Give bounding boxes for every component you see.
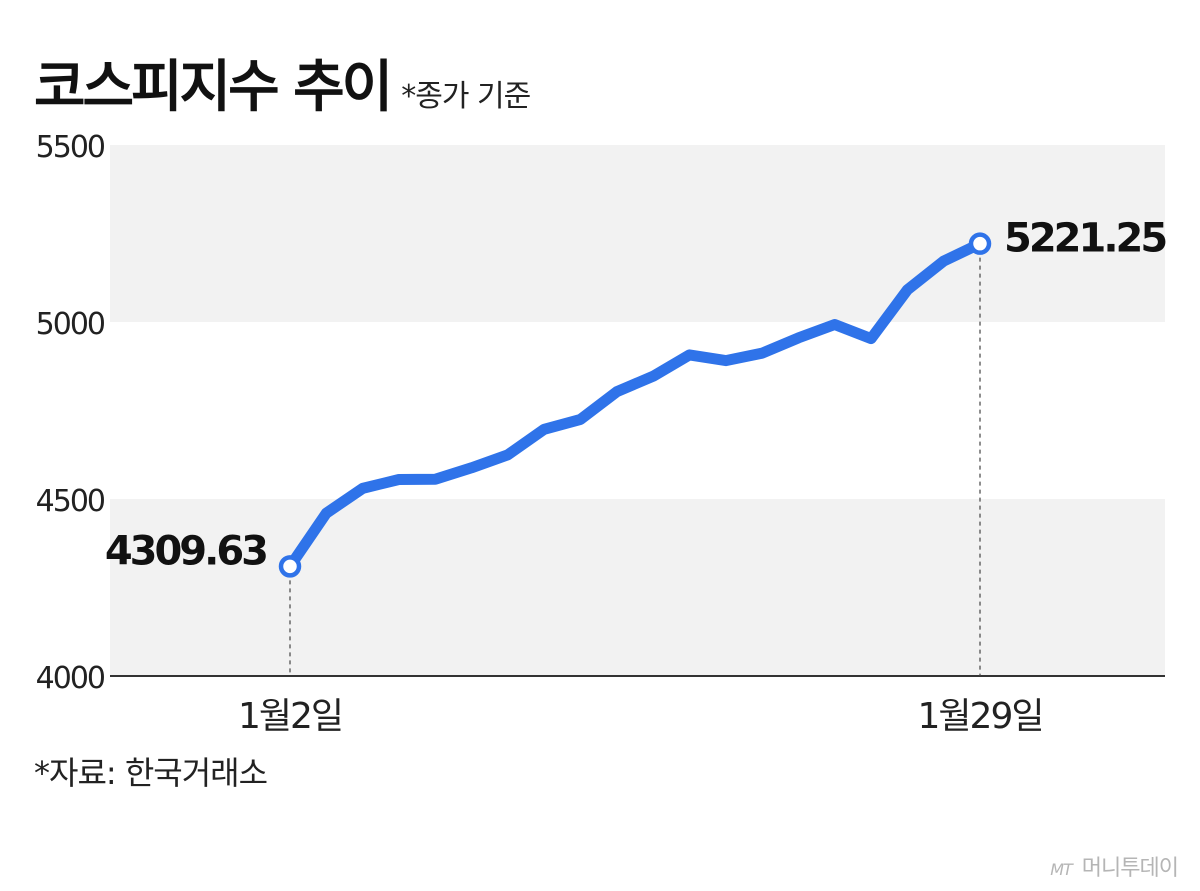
y-tick-label: 4500 [36, 484, 105, 519]
series-line [284, 238, 986, 572]
background-band [110, 322, 1165, 499]
chart-title: 코스피지수 추이 [34, 55, 393, 120]
background-band [110, 499, 1165, 676]
x-tick-label: 1월2일 [238, 696, 342, 737]
x-tick-label: 1월29일 [918, 696, 1043, 737]
publisher-logo: MT 머니투데이 [1050, 850, 1179, 882]
y-tick-label: 4000 [36, 661, 105, 696]
data-label: 5221.25 [1004, 216, 1166, 262]
logo-text: 머니투데이 [1081, 856, 1179, 881]
data-source: *자료: 한국거래소 [34, 754, 268, 792]
data-point-marker [278, 555, 302, 578]
title-area: 코스피지수 추이 *종가 기준 [34, 42, 531, 123]
data-point-marker [968, 232, 992, 255]
y-tick-label: 5500 [36, 130, 105, 165]
data-label: 4309.63 [105, 528, 266, 574]
logo-mark-icon: MT [1050, 860, 1073, 879]
y-tick-label: 5000 [36, 307, 105, 342]
chart-subtitle: *종가 기준 [401, 79, 531, 114]
background-band [110, 145, 1165, 322]
